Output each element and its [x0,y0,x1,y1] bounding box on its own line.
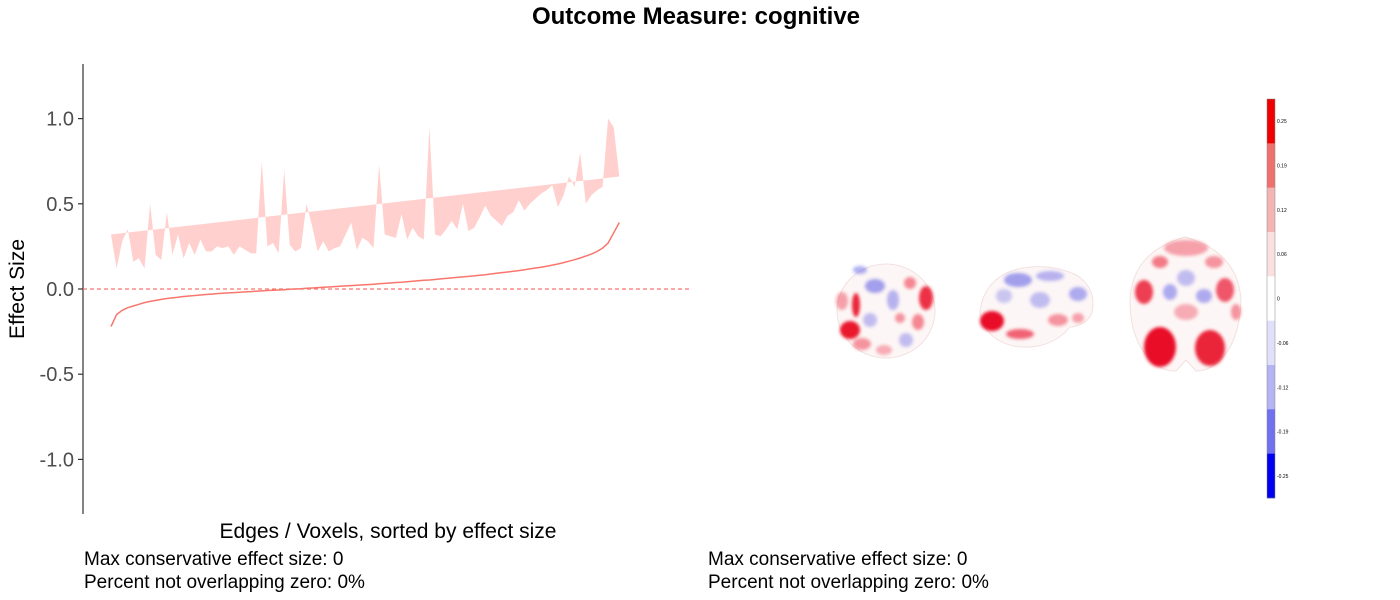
colorbar-label: 0 [1277,297,1280,303]
brain-outline [836,263,936,359]
colorbar-label: 0.19 [1277,163,1287,169]
colorbar-label: 0.12 [1277,208,1287,214]
negative-blob [996,289,1012,303]
brain-sagittal-view [979,266,1094,348]
positive-blob [1144,327,1176,367]
negative-blob [863,313,877,327]
positive-blob [1164,240,1208,256]
colorbar-band [1267,143,1275,188]
colorbar-label: -0.12 [1277,385,1289,391]
colorbar-label: 0.25 [1277,119,1287,125]
negative-blob [1004,273,1032,287]
positive-blob [853,338,871,350]
effect-size-line [110,222,620,327]
colorbar-label: -0.25 [1277,474,1289,480]
positive-blob [876,345,892,355]
brain-coronal-view [1129,236,1242,372]
positive-blob [1174,304,1198,320]
negative-blob [1030,292,1050,308]
negative-blob [887,290,899,310]
positive-blob [1006,329,1034,339]
right-max-effect-text: Max conservative effect size: 0 [708,549,967,570]
positive-blob [919,286,933,310]
positive-blob [852,293,860,317]
colorbar-label: -0.06 [1277,341,1289,347]
activation-blobs [1135,240,1241,367]
negative-blob [1177,270,1195,286]
chart-title: Outcome Measure: cognitive [532,3,860,30]
y-tick-label: 0.5 [46,194,74,216]
colorbar-border [1266,98,1276,499]
colorbar: 0.25 0.19 0.12 0.06 0 -0.06 -0.12 -0.19 -0.25 [1266,98,1289,499]
brain-axial-view [836,263,936,359]
y-ticks: 1.0 0.5 0.0 -0.5 -1.0 [40,109,83,471]
brain-map-panel: 0.25 0.19 0.12 0.06 0 -0.06 -0.12 -0.19 -0.25 [836,98,1289,499]
positive-blob [904,277,916,289]
positive-blob [912,314,924,330]
positive-blob [1048,314,1068,326]
left-percent-text: Percent not overlapping zero: 0% [84,572,365,593]
colorbar-label: 0.06 [1277,252,1287,258]
left-max-effect-text: Max conservative effect size: 0 [84,549,343,570]
positive-blob [1072,313,1084,323]
negative-blob [853,266,867,274]
y-tick-label: 1.0 [46,109,74,131]
colorbar-band [1267,187,1275,233]
negative-blob [1069,287,1087,301]
negative-blob [1036,271,1064,281]
colorbar-band [1267,365,1275,410]
activation-blobs [980,271,1087,339]
positive-blob [840,321,860,339]
negative-blob [1196,289,1212,303]
colorbar-band [1267,409,1275,454]
activation-blobs [836,266,933,355]
positive-blob [1135,280,1153,304]
positive-blob [1152,256,1168,268]
y-tick-label: 0.0 [46,279,74,301]
colorbar-band [1267,232,1275,277]
x-axis-title: Edges / Voxels, sorted by effect size [220,520,557,543]
positive-blob [836,292,848,310]
colorbar-band [1267,453,1275,499]
positive-blob [1195,330,1225,366]
negative-blob [899,333,913,347]
colorbar-band [1267,99,1275,144]
negative-blob [865,279,885,293]
colorbar-band [1267,320,1275,366]
colorbar-band [1267,276,1275,321]
confidence-ribbon [111,118,620,269]
y-axis-title: Effect Size [6,239,29,339]
colorbar-label: -0.19 [1277,430,1289,436]
effect-size-chart: 1.0 0.5 0.0 -0.5 -1.0 Edges / Voxels, sorted… [6,64,692,543]
y-tick-label: -0.5 [40,364,74,386]
y-tick-label: -1.0 [40,449,74,471]
positive-blob [1231,304,1241,320]
positive-blob [1205,256,1223,268]
positive-blob [980,311,1004,331]
negative-blob [1163,284,1177,300]
positive-blob [1216,278,1234,302]
right-percent-text: Percent not overlapping zero: 0% [708,572,989,593]
positive-blob [895,313,905,323]
